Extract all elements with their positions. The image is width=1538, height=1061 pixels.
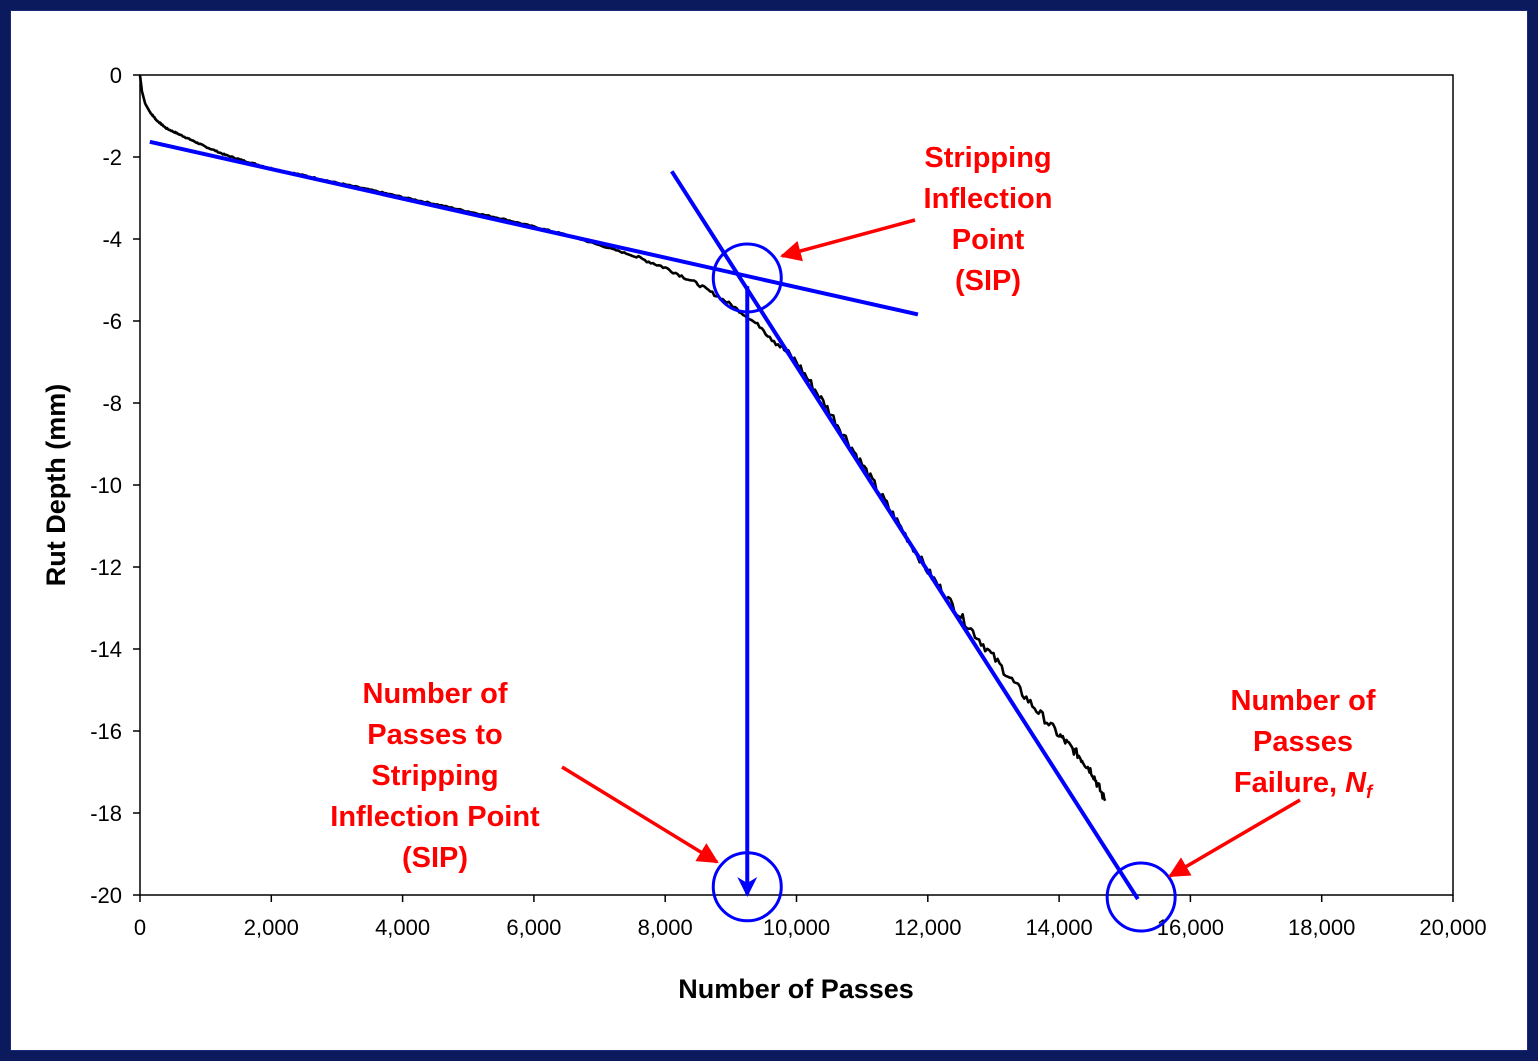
- y-tick-label: -18: [90, 801, 122, 826]
- x-tick-label: 6,000: [506, 915, 561, 940]
- nf-symbol: N: [1345, 767, 1367, 799]
- passes-to-sip-line: Stripping: [371, 760, 498, 792]
- x-tick-label: 4,000: [375, 915, 430, 940]
- sip-annotation-line: Inflection: [924, 183, 1053, 215]
- sip-annotation-line: (SIP): [955, 265, 1021, 297]
- passes-to-sip-pointer-arrow: [561, 765, 719, 864]
- highlight-circle-nf: [1105, 861, 1177, 933]
- passes-to-sip-line: Passes to: [367, 719, 502, 751]
- y-tick-label: -12: [90, 555, 122, 580]
- y-tick-label: -6: [102, 309, 122, 334]
- x-tick-label: 12,000: [894, 915, 961, 940]
- sip-pointer-arrow: [779, 218, 916, 262]
- y-tick-label: -20: [90, 883, 122, 908]
- x-tick-label: 10,000: [763, 915, 830, 940]
- passes-to-sip-line: (SIP): [402, 842, 468, 874]
- x-tick-label: 18,000: [1288, 915, 1355, 940]
- y-tick-label: -16: [90, 719, 122, 744]
- y-axis-title: Rut Depth (mm): [41, 384, 71, 586]
- nf-subscript: f: [1366, 782, 1374, 802]
- x-tick-label: 20,000: [1419, 915, 1486, 940]
- failure-pointer-arrow: [1168, 798, 1301, 878]
- sip-annotation-line: Stripping: [924, 142, 1051, 174]
- failure-annotation-line: Number of: [1231, 685, 1376, 717]
- x-tick-label: 8,000: [638, 915, 693, 940]
- passes-to-sip-line: Inflection Point: [330, 801, 540, 833]
- sip-annotation-line: Point: [952, 224, 1025, 256]
- y-tick-label: 0: [110, 63, 122, 88]
- failure-annotation-line: Failure, Nf: [1234, 767, 1374, 802]
- tangent-fit-line: [670, 170, 1140, 901]
- x-tick-label: 14,000: [1025, 915, 1092, 940]
- rut-depth-chart: 0 -2 -4 -6 -8 -10 -12 -14 -16 -18 -20 0 2,000 4,000 6…: [41, 63, 1487, 1004]
- y-tick-label: -8: [102, 391, 122, 416]
- failure-annotation: Number of Passes Failure, Nf: [1168, 685, 1376, 878]
- chart-frame: 0 -2 -4 -6 -8 -10 -12 -14 -16 -18 -20 0 2,000 4,000 6…: [10, 10, 1528, 1051]
- tangent-fit-line: [149, 139, 919, 317]
- highlight-circle-sip: [711, 242, 783, 314]
- x-tick-label: 0: [134, 915, 146, 940]
- sip-annotation: Stripping Inflection Point (SIP): [779, 142, 1053, 297]
- y-tick-label: -14: [90, 637, 122, 662]
- y-tick-label: -4: [102, 227, 122, 252]
- failure-prefix: Failure,: [1234, 767, 1345, 799]
- y-tick-label: -2: [102, 145, 122, 170]
- x-tick-label: 2,000: [244, 915, 299, 940]
- passes-to-sip-annotation: Number of Passes to Stripping Inflection…: [330, 678, 719, 874]
- failure-annotation-line: Passes: [1253, 726, 1353, 758]
- passes-to-sip-line: Number of: [363, 678, 508, 710]
- highlight-circle-sip-passes: [711, 851, 783, 923]
- x-axis-title: Number of Passes: [678, 974, 914, 1004]
- y-tick-label: -10: [90, 473, 122, 498]
